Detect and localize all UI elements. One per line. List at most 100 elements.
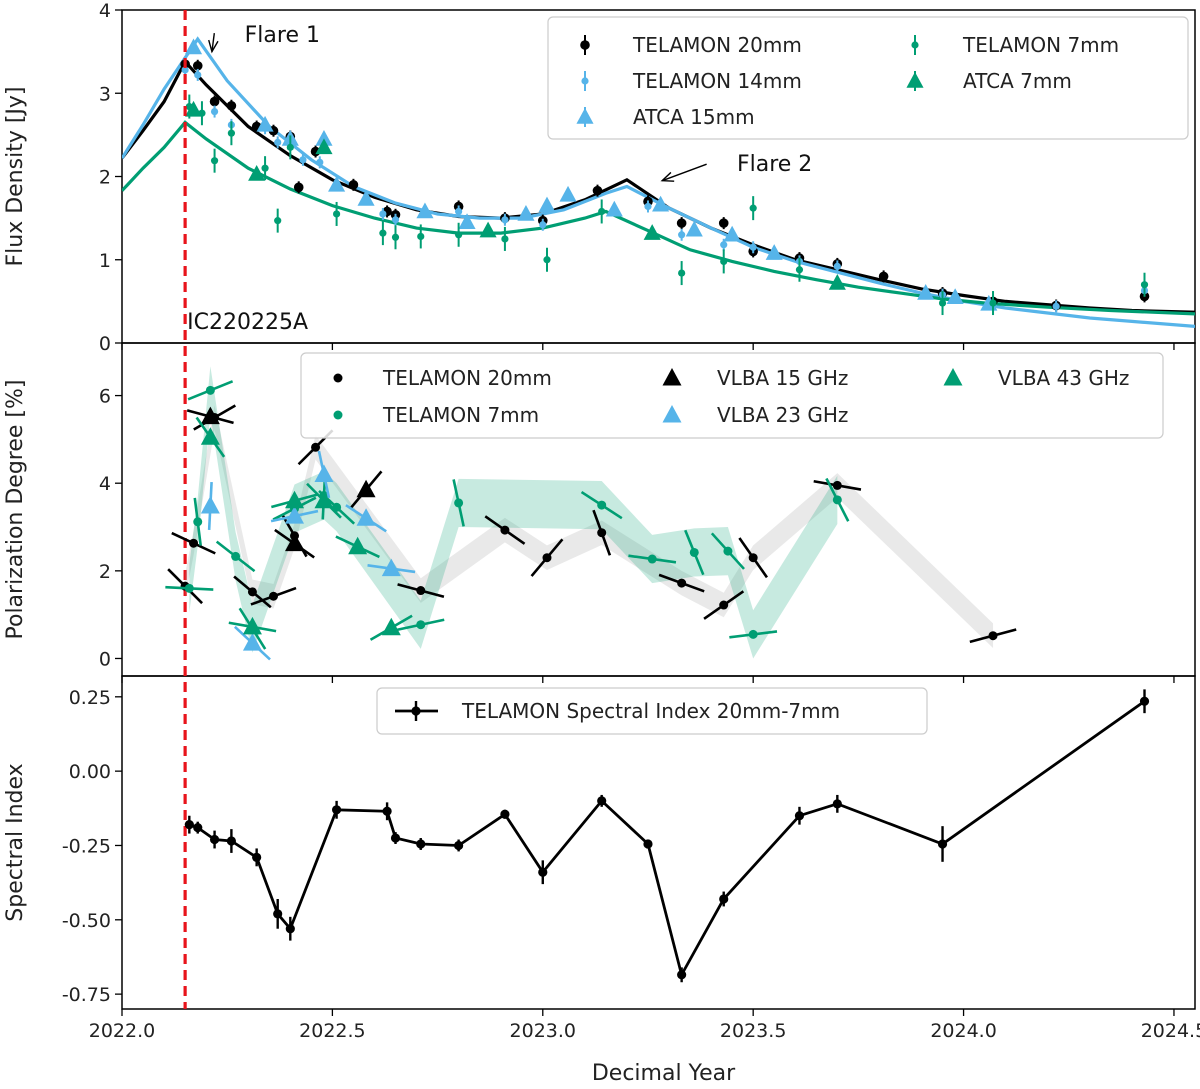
data-point [719, 600, 729, 610]
data-point [828, 274, 846, 290]
data-point [299, 156, 307, 164]
legend-entry-label: VLBA 23 GHz [717, 403, 848, 427]
data-point [381, 617, 401, 636]
data-point [285, 924, 295, 934]
data-point [252, 852, 262, 862]
data-point [538, 867, 548, 877]
legend-marker [662, 405, 682, 423]
x-tick-label: 2024.0 [930, 1020, 996, 1042]
legend-marker [662, 368, 682, 386]
event-label: IC220225A [187, 310, 308, 335]
series-vlba-15-ghz [186, 406, 383, 559]
data-point [517, 204, 535, 221]
data-point [988, 631, 998, 641]
data-point [379, 210, 387, 218]
data-point [379, 229, 387, 237]
series-telamon-7mm [185, 94, 1149, 316]
data-point [311, 442, 321, 452]
data-point [333, 210, 341, 218]
legend-marker [333, 373, 343, 383]
data-point [391, 233, 400, 241]
spectral-legend: TELAMON Spectral Index 20mm-7mm [376, 687, 928, 735]
data-point [794, 811, 805, 821]
data-point [598, 207, 606, 216]
data-point [210, 107, 219, 116]
data-point [391, 216, 400, 224]
data-point [938, 299, 947, 307]
data-point [937, 839, 948, 849]
annotation-label: Flare 1 [245, 23, 320, 48]
polarization-plot-area [165, 366, 1017, 661]
legend-marker [411, 706, 421, 716]
panel-frame [121, 675, 1196, 1010]
legend-marker [580, 40, 590, 50]
data-point [718, 218, 729, 228]
legend-entry-label: TELAMON 20mm [632, 33, 802, 57]
data-point [501, 216, 509, 224]
data-point [315, 130, 333, 146]
legend-marker [906, 72, 924, 88]
data-point [539, 221, 547, 229]
data-point [455, 231, 463, 239]
data-point [209, 96, 220, 107]
data-point [356, 479, 376, 498]
data-point [189, 538, 199, 548]
data-point [231, 551, 241, 561]
data-point [193, 823, 203, 833]
data-point [274, 217, 282, 225]
legend-entry-label: TELAMON 7mm [382, 403, 539, 427]
data-point [989, 299, 997, 307]
y-tick-label: -0.75 [62, 984, 111, 1006]
data-point [416, 586, 426, 596]
data-point [184, 100, 203, 117]
data-point [184, 820, 194, 830]
data-point [416, 202, 434, 219]
data-point [390, 833, 401, 843]
data-point [193, 517, 203, 527]
data-point [268, 591, 278, 601]
annotation-label: Flare 2 [737, 152, 812, 177]
data-point [723, 546, 733, 556]
y-tick-label: -0.50 [62, 910, 111, 932]
y-axis-label: Polarization Degree [%] [3, 380, 28, 640]
data-point [242, 616, 262, 635]
data-point [227, 129, 236, 137]
data-point [605, 200, 623, 217]
data-point [652, 195, 670, 212]
y-tick-label: -0.25 [62, 835, 111, 857]
data-point [417, 232, 425, 241]
y-tick-label: 0 [99, 648, 111, 670]
legend-frame [300, 352, 1164, 439]
series-atca-7mm [184, 100, 846, 290]
data-point [454, 498, 464, 508]
data-point [200, 495, 220, 514]
legend-marker [581, 77, 589, 85]
y-tick-label: 4 [99, 0, 111, 22]
data-point [559, 185, 577, 202]
data-point [597, 796, 607, 806]
data-point [348, 180, 359, 190]
y-tick-label: 2 [99, 167, 111, 189]
data-point [381, 558, 401, 577]
annotation-arrow [661, 163, 707, 182]
data-point [917, 284, 935, 300]
legend-entry-label: ATCA 15mm [633, 105, 755, 129]
data-point [689, 547, 699, 557]
data-point [748, 553, 758, 563]
data-point [832, 495, 842, 505]
y-axis-label: Flux Density [Jy] [3, 86, 28, 266]
data-point [647, 554, 657, 564]
data-point [543, 256, 551, 264]
x-tick-label: 2022.0 [89, 1020, 155, 1042]
data-point [678, 231, 686, 239]
data-point [644, 202, 652, 211]
data-point [274, 138, 282, 146]
legend-frame [376, 687, 928, 735]
data-point [184, 583, 194, 593]
legend-entry-label: TELAMON 20mm [382, 366, 552, 390]
data-point [315, 138, 333, 155]
data-point [749, 204, 757, 212]
legend-marker [943, 368, 963, 386]
data-point [285, 506, 305, 524]
data-point [328, 175, 346, 192]
